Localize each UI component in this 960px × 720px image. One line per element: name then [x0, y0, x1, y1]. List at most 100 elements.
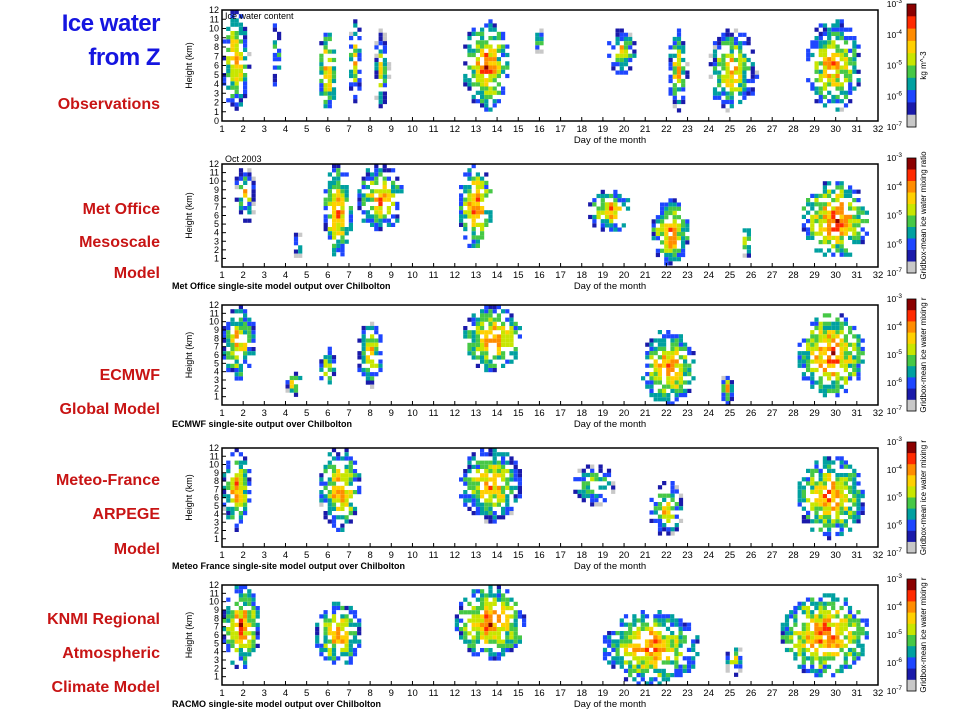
- cloud-cell: [488, 189, 493, 194]
- cloud-cell: [247, 338, 252, 343]
- cloud-cell: [480, 494, 485, 499]
- cloud-cell: [488, 631, 493, 636]
- cloud-cell: [632, 668, 637, 673]
- x-tick-label: 24: [703, 688, 714, 699]
- cloud-cell: [742, 74, 747, 79]
- cloud-cell: [348, 214, 353, 219]
- cloud-cell: [234, 73, 239, 78]
- cloud-cell: [848, 214, 853, 219]
- cloud-cell: [513, 351, 518, 356]
- cloud-cell: [662, 393, 667, 398]
- colorbar-tick-label: 10-3: [887, 436, 903, 447]
- cloud-cell: [475, 73, 480, 79]
- colorbar-swatch: [907, 646, 916, 658]
- x-tick-label: 17: [555, 270, 566, 281]
- cloud-cell: [814, 489, 819, 494]
- cloud-cell: [835, 69, 840, 74]
- cloud-cell: [243, 481, 248, 486]
- cloud-cell: [613, 193, 618, 199]
- cloud-cell: [831, 601, 836, 606]
- x-tick-label: 27: [767, 270, 778, 281]
- cloud-cell: [818, 69, 823, 74]
- cloud-cell: [839, 527, 844, 532]
- cloud-cell: [856, 219, 861, 224]
- cloud-cell: [619, 622, 624, 627]
- colorbar-swatch: [907, 464, 916, 476]
- cloud-cell: [805, 597, 811, 602]
- cloud-cell: [353, 48, 358, 53]
- cloud-cell: [827, 44, 832, 49]
- cloud-cell: [843, 227, 848, 232]
- cloud-cell: [234, 614, 239, 619]
- cloud-cell: [717, 95, 722, 100]
- colorbar-swatch: [907, 486, 916, 498]
- cloud-cell: [480, 614, 485, 619]
- cloud-cell: [826, 626, 832, 632]
- cloud-cell: [797, 355, 802, 360]
- y-tick-label: 10: [209, 597, 219, 607]
- cloud-cell: [810, 618, 815, 623]
- x-axis-label: Day of the month: [574, 419, 646, 430]
- cloud-cell: [640, 618, 645, 623]
- cloud-cell: [835, 185, 840, 190]
- cloud-cell: [738, 49, 743, 54]
- cloud-cell: [801, 635, 806, 640]
- cloud-cell: [251, 648, 256, 653]
- cloud-cell: [352, 490, 358, 495]
- cloud-cell: [501, 36, 506, 41]
- colorbar-swatch: [907, 250, 916, 262]
- cloud-cell: [721, 57, 726, 63]
- cloud-cell: [348, 639, 353, 644]
- cloud-cell: [860, 618, 865, 623]
- cloud-cell: [340, 197, 345, 202]
- cloud-cell: [484, 86, 489, 91]
- cloud-cell: [657, 618, 662, 623]
- cloud-cell: [370, 376, 375, 381]
- cloud-cell: [843, 78, 849, 83]
- cloud-cell: [839, 248, 844, 253]
- cloud-cell: [843, 73, 849, 79]
- cloud-cell: [801, 494, 806, 499]
- cloud-cell: [839, 206, 844, 211]
- cloud-cell: [664, 210, 669, 216]
- cloud-cell: [463, 610, 468, 615]
- cloud-cell: [501, 473, 506, 478]
- cloud-cell: [742, 57, 747, 63]
- x-tick-label: 3: [262, 270, 267, 281]
- cloud-cell: [657, 531, 663, 536]
- cloud-cell: [467, 643, 472, 648]
- colorbar-swatch: [907, 102, 916, 116]
- cloud-cell: [827, 334, 832, 339]
- cloud-cell: [632, 635, 637, 640]
- cloud-cell: [831, 639, 836, 644]
- cloud-cell: [467, 631, 472, 636]
- cloud-cell: [475, 627, 480, 632]
- x-tick-label: 2: [241, 270, 246, 281]
- cloud-cell: [471, 180, 476, 185]
- cloud-cell: [467, 618, 472, 623]
- x-tick-label: 20: [619, 270, 630, 281]
- cloud-cell: [681, 240, 686, 245]
- cloud-cell: [835, 531, 840, 537]
- cloud-cell: [831, 485, 836, 490]
- cloud-cell: [243, 485, 248, 490]
- cloud-cell: [471, 193, 476, 198]
- cloud-cell: [226, 85, 231, 90]
- cloud-cell: [340, 172, 345, 177]
- cloud-cell: [822, 189, 827, 194]
- x-tick-label: 25: [725, 408, 736, 419]
- cloud-cell: [653, 393, 658, 398]
- x-tick-label: 20: [619, 408, 630, 419]
- cloud-cell: [797, 664, 802, 669]
- cloud-cell: [480, 490, 485, 495]
- cloud-cell: [806, 346, 811, 352]
- colorbar-label: Gridbox-mean ice water mixing r: [919, 297, 928, 412]
- cloud-cell: [653, 652, 658, 657]
- cloud-cell: [395, 206, 400, 211]
- cloud-cell: [831, 40, 836, 45]
- cloud-cell: [505, 485, 510, 490]
- cloud-cell: [780, 622, 785, 627]
- cloud-cell: [672, 240, 677, 245]
- cloud-cell: [685, 62, 690, 67]
- x-axis-label: Day of the month: [574, 561, 646, 572]
